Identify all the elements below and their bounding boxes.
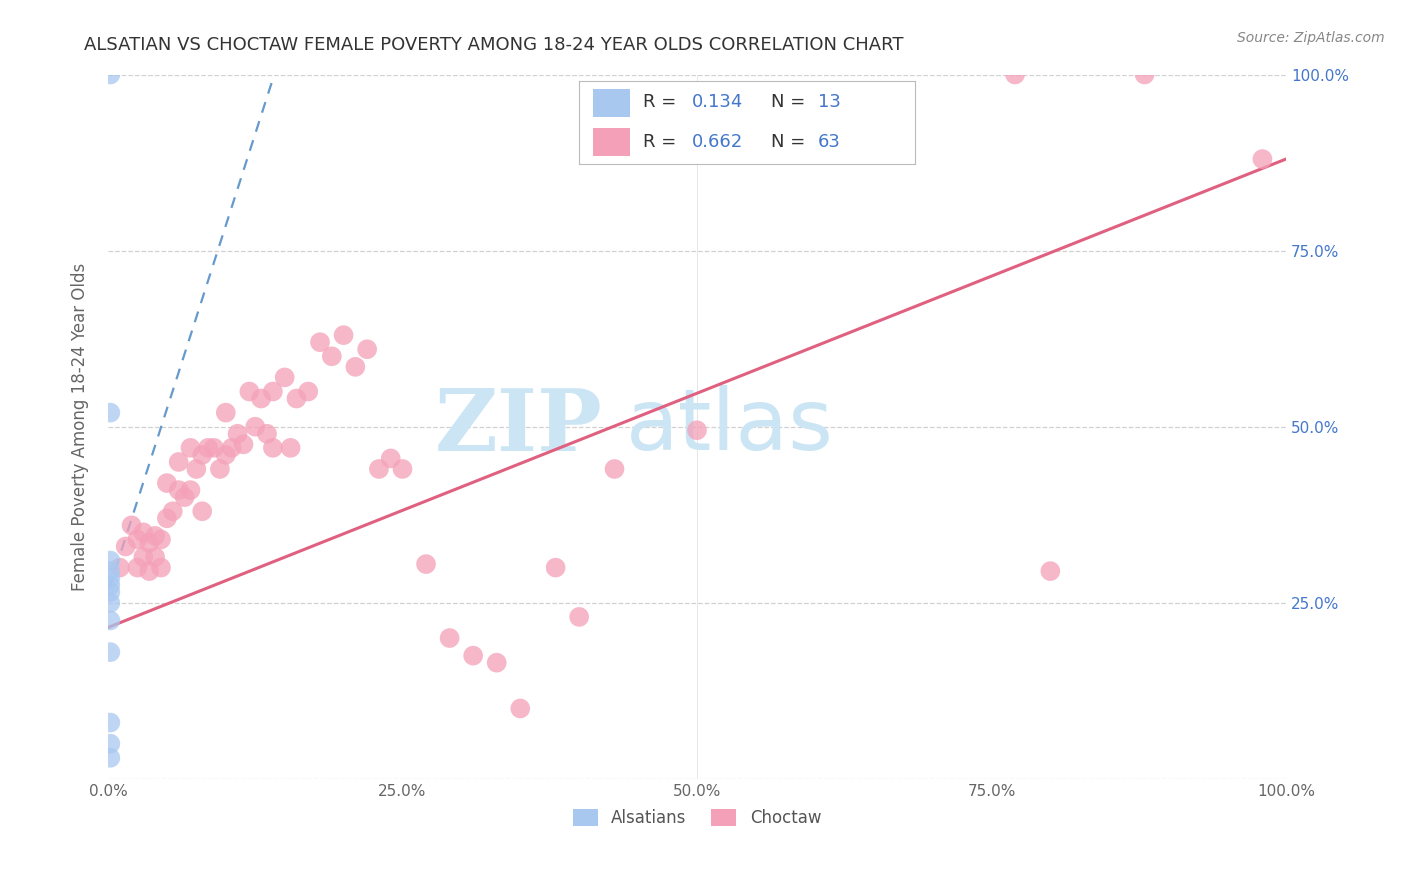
Point <box>356 343 378 357</box>
Text: ZIP: ZIP <box>434 384 603 468</box>
Point <box>127 533 149 547</box>
Point <box>250 392 273 406</box>
Point <box>98 406 121 420</box>
Point <box>98 737 121 751</box>
Point <box>215 448 238 462</box>
Point <box>98 585 121 599</box>
Point <box>98 578 121 592</box>
Point <box>686 423 709 437</box>
Point <box>179 441 201 455</box>
Point <box>568 610 591 624</box>
Point <box>280 441 302 455</box>
Point <box>143 549 166 564</box>
Point <box>262 441 284 455</box>
Point <box>156 511 179 525</box>
Point <box>297 384 319 399</box>
Point <box>98 751 121 765</box>
Point <box>485 656 508 670</box>
Point <box>156 476 179 491</box>
Point <box>191 448 214 462</box>
Point <box>262 384 284 399</box>
Point <box>415 557 437 571</box>
Point <box>309 335 332 350</box>
Y-axis label: Female Poverty Among 18-24 Year Olds: Female Poverty Among 18-24 Year Olds <box>72 262 89 591</box>
Point <box>98 68 121 82</box>
Point <box>132 549 155 564</box>
Text: Source: ZipAtlas.com: Source: ZipAtlas.com <box>1237 31 1385 45</box>
Point <box>173 490 195 504</box>
Point <box>186 462 208 476</box>
Point <box>391 462 413 476</box>
Point <box>256 426 278 441</box>
Point <box>167 455 190 469</box>
Point <box>108 560 131 574</box>
Point <box>98 614 121 628</box>
Point <box>215 406 238 420</box>
Point <box>232 437 254 451</box>
Point <box>380 451 402 466</box>
Point <box>238 384 260 399</box>
Point <box>321 349 343 363</box>
Point <box>179 483 201 497</box>
Point <box>509 701 531 715</box>
Point <box>197 441 219 455</box>
Point <box>603 462 626 476</box>
Point <box>273 370 295 384</box>
Point <box>132 525 155 540</box>
Point <box>463 648 485 663</box>
Point <box>368 462 391 476</box>
Text: atlas: atlas <box>626 385 834 468</box>
Point <box>98 596 121 610</box>
Point <box>150 533 173 547</box>
Point <box>344 359 367 374</box>
Point <box>138 536 160 550</box>
Point <box>544 560 567 574</box>
Point <box>98 715 121 730</box>
Point <box>332 328 354 343</box>
Point <box>162 504 184 518</box>
Point <box>98 645 121 659</box>
Point <box>226 426 249 441</box>
Point <box>202 441 225 455</box>
Point <box>191 504 214 518</box>
Point <box>439 631 461 645</box>
Point <box>245 419 267 434</box>
Point <box>167 483 190 497</box>
Point <box>143 529 166 543</box>
Point <box>1004 68 1026 82</box>
Point <box>98 564 121 578</box>
Legend: Alsatians, Choctaw: Alsatians, Choctaw <box>567 803 828 834</box>
Point <box>114 540 136 554</box>
Text: ALSATIAN VS CHOCTAW FEMALE POVERTY AMONG 18-24 YEAR OLDS CORRELATION CHART: ALSATIAN VS CHOCTAW FEMALE POVERTY AMONG… <box>84 36 904 54</box>
Point <box>138 564 160 578</box>
Point <box>1039 564 1062 578</box>
Point <box>98 553 121 567</box>
Point <box>1251 152 1274 166</box>
Point <box>121 518 143 533</box>
Point <box>285 392 308 406</box>
Point <box>1133 68 1156 82</box>
Point <box>208 462 231 476</box>
Point <box>150 560 173 574</box>
Point <box>98 571 121 585</box>
Point <box>221 441 243 455</box>
Point <box>127 560 149 574</box>
